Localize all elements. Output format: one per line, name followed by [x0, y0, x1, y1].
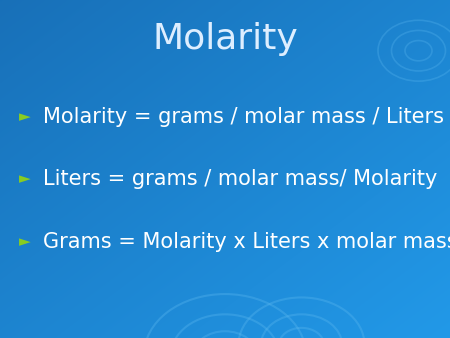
- Text: ►: ►: [19, 109, 31, 124]
- Text: Liters = grams / molar mass/ Molarity: Liters = grams / molar mass/ Molarity: [43, 169, 437, 189]
- Text: Molarity: Molarity: [152, 22, 298, 56]
- Text: ►: ►: [19, 172, 31, 187]
- Text: ►: ►: [19, 234, 31, 249]
- Text: Molarity = grams / molar mass / Liters: Molarity = grams / molar mass / Liters: [43, 106, 444, 127]
- Text: Grams = Molarity x Liters x molar mass: Grams = Molarity x Liters x molar mass: [43, 232, 450, 252]
